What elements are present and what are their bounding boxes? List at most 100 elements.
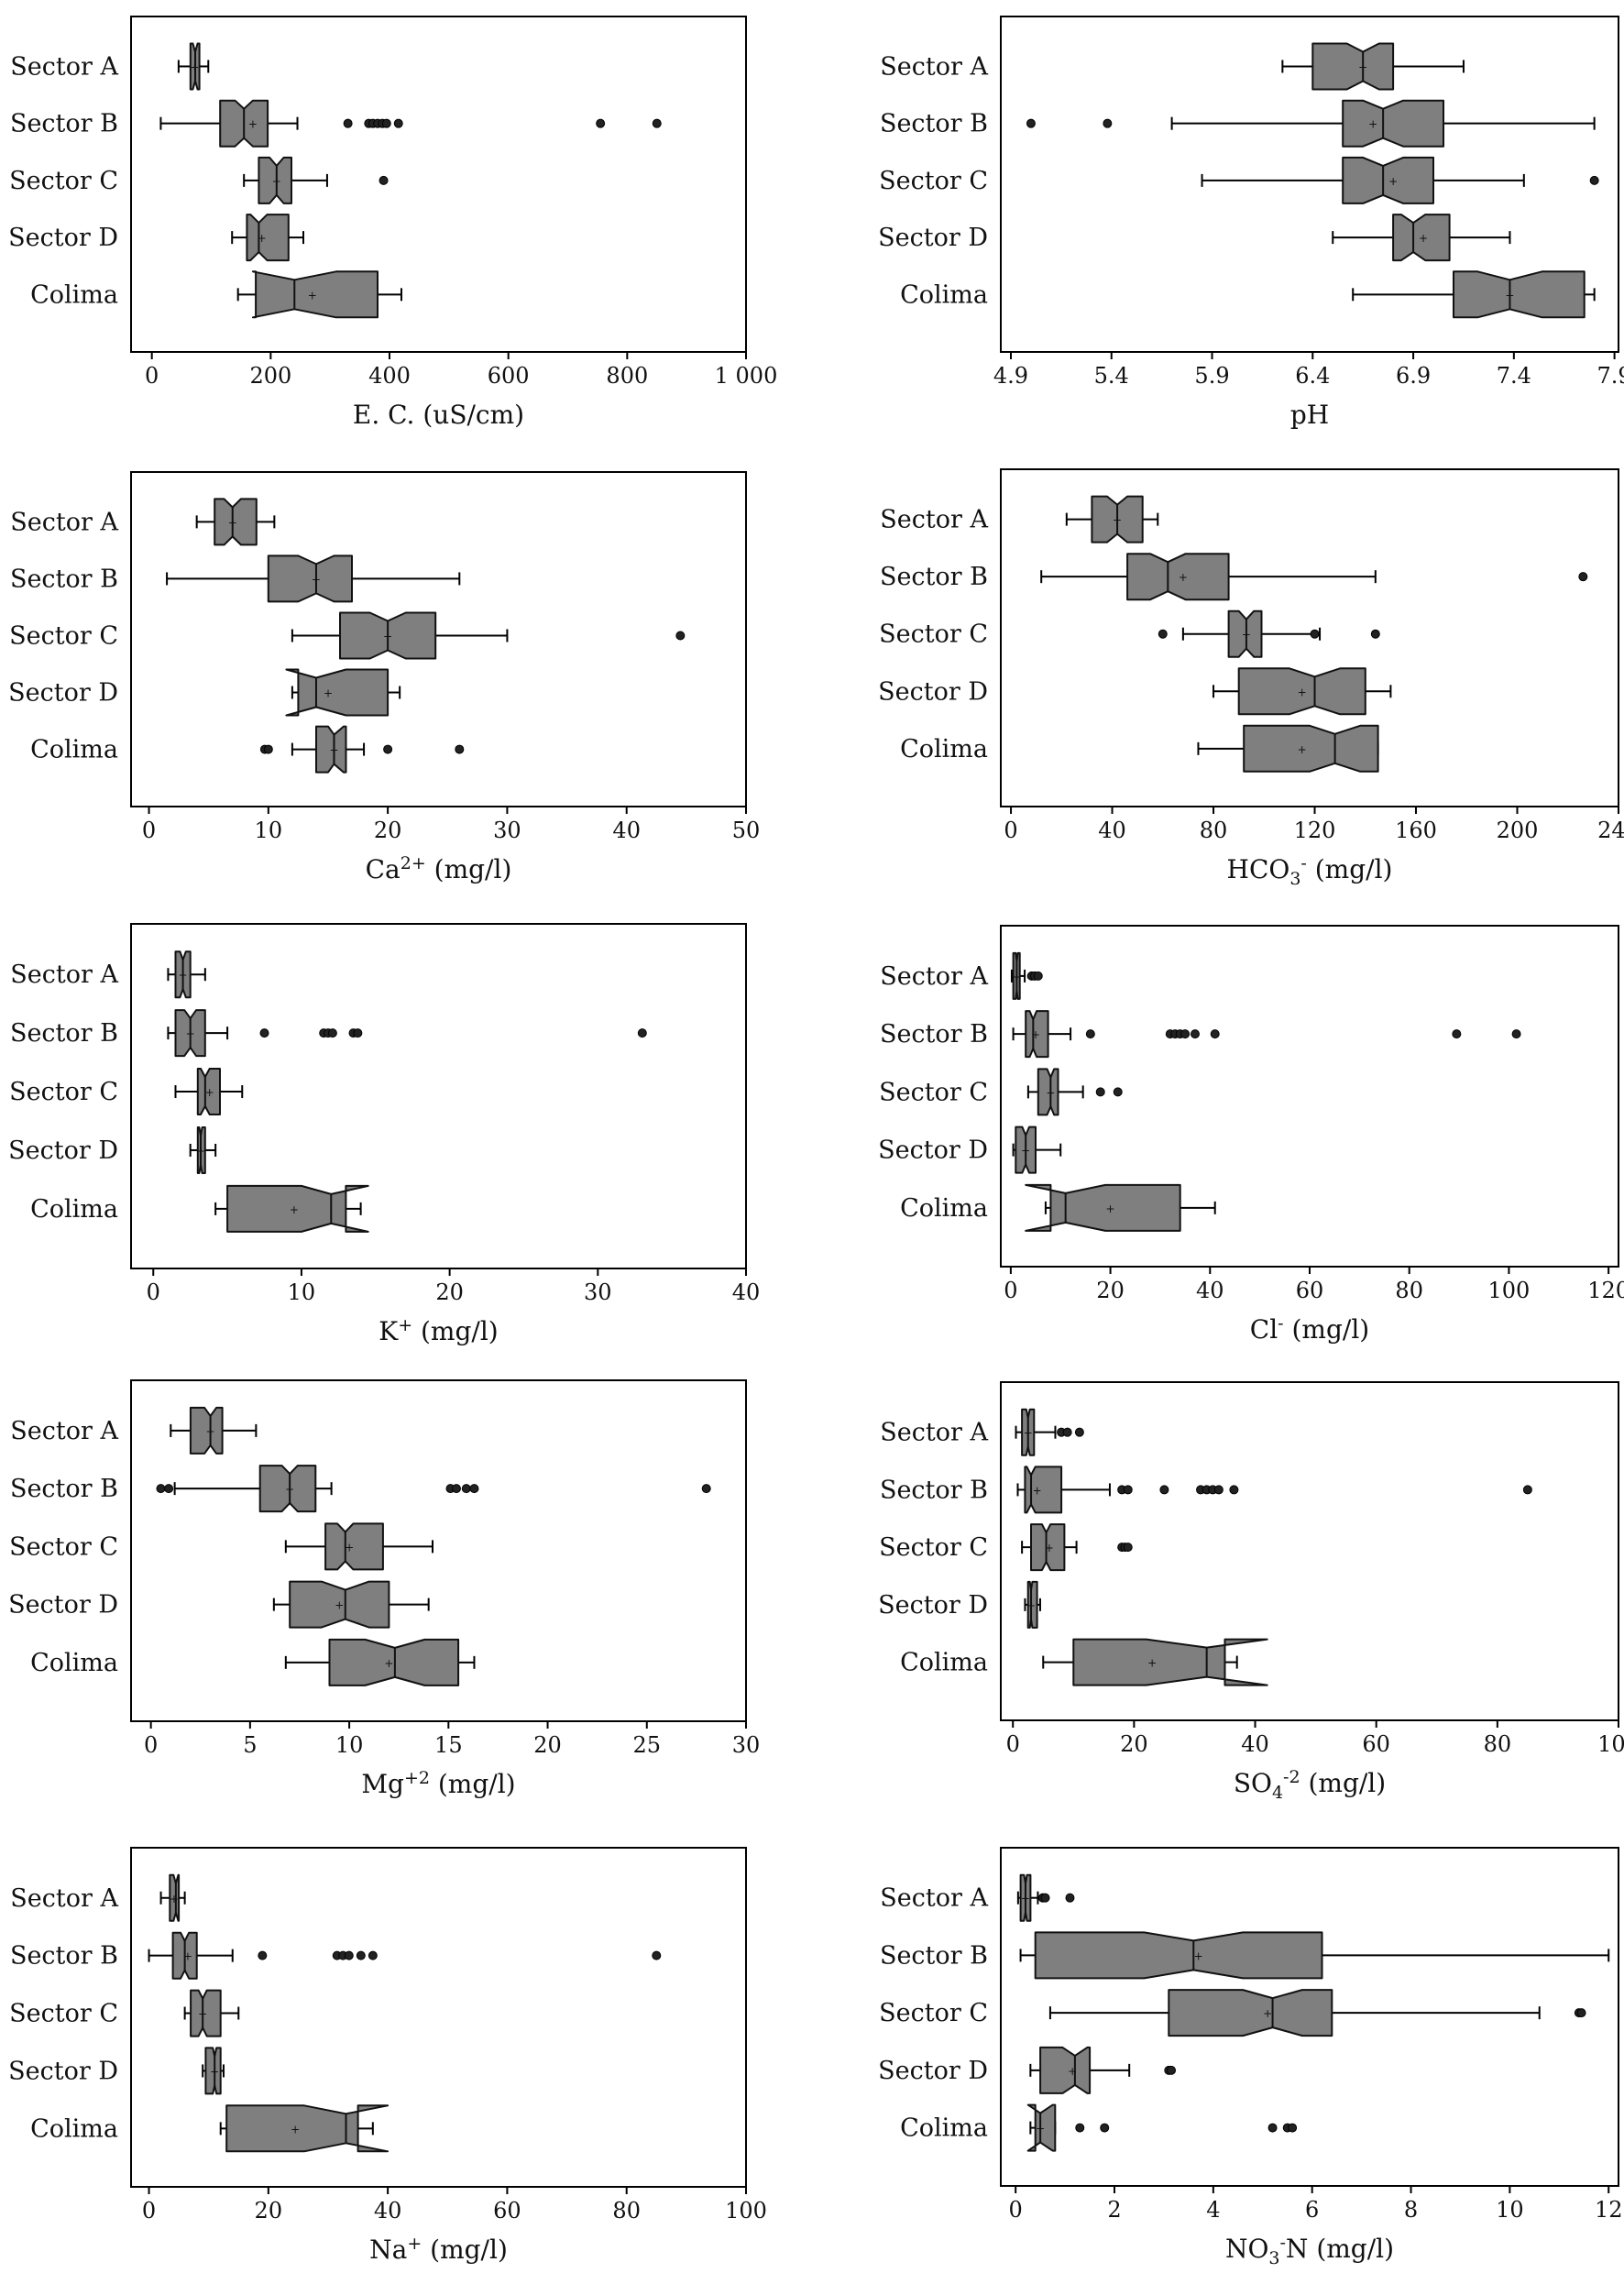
x-tick-label: 0 (145, 363, 159, 389)
outlier-point (596, 118, 606, 128)
category-label: Sector B (880, 110, 988, 138)
outlier-point (327, 1028, 337, 1038)
outlier-point (393, 118, 403, 128)
outlier-point (1085, 1029, 1095, 1039)
outlier-point (1190, 1029, 1200, 1039)
mean-marker: + (285, 1483, 294, 1496)
notched-box (190, 1989, 222, 2037)
mean-marker: + (290, 1203, 299, 1216)
x-tick-label: 600 (488, 363, 530, 389)
plot-frame (130, 471, 747, 807)
mean-marker: + (312, 573, 321, 586)
x-tick-label: 40 (732, 1279, 761, 1305)
notched-box (214, 498, 258, 546)
notched-box (267, 555, 353, 603)
mean-marker: + (1068, 2065, 1077, 2078)
x-tick-label: 40 (1196, 1278, 1224, 1303)
x-tick-label: 40 (612, 818, 641, 843)
plot-frame (130, 1379, 747, 1722)
outlier-point (1040, 1893, 1050, 1903)
x-tick-label: 8 (1404, 2197, 1418, 2223)
category-label: Sector A (10, 508, 118, 536)
plot-frame (1000, 1847, 1619, 2187)
mean-marker: + (1024, 1427, 1033, 1440)
x-axis-label: SO4-2 (mg/l) (1234, 1767, 1386, 1803)
x-tick-label: 1 000 (715, 363, 778, 389)
outlier-point (1522, 1485, 1532, 1495)
notched-box (1026, 2103, 1057, 2152)
x-tick-label: 100 (725, 2198, 767, 2224)
notched-box (1311, 42, 1395, 91)
category-label: Sector A (10, 1417, 118, 1445)
x-tick-label: 6 (1305, 2197, 1319, 2223)
x-tick-label: 5 (243, 1732, 257, 1758)
notched-box (285, 668, 390, 717)
x-tick-label: 10 (1496, 2197, 1524, 2223)
outlier-point (383, 744, 393, 754)
boxplot-panel: 0 200 400 600 800 1 000 E. C. (uS/cm) Sector A +… (8, 16, 777, 430)
notched-box (1126, 553, 1230, 601)
notched-box (1237, 667, 1366, 716)
x-tick-label: 7.9 (1597, 363, 1624, 389)
boxplot-panel: 0 20 40 60 80 100 120 Cl- (mg/l) Sector A + Sector… (878, 925, 1624, 1345)
outlier-point (1100, 2123, 1110, 2133)
mean-marker: + (345, 1541, 354, 1554)
notched-box (189, 1406, 224, 1455)
x-tick-label: 20 (435, 1279, 464, 1305)
mean-marker: + (1036, 2123, 1045, 2136)
category-label: Colima (900, 1649, 988, 1677)
boxplot-panel: 0 2 4 6 8 10 12 NO3-N (mg/l) Sector A + Sector B + S… (878, 1847, 1622, 2268)
category-label: Sector D (8, 224, 118, 252)
category-label: Sector A (880, 1884, 988, 1913)
notched-box (196, 1068, 221, 1115)
mean-marker: + (1368, 118, 1377, 131)
category-label: Sector D (878, 1591, 988, 1620)
outlier-point (1589, 175, 1599, 185)
x-tick-label: 10 (335, 1732, 364, 1758)
outlier-point (1310, 629, 1320, 639)
mean-marker: + (272, 175, 281, 188)
outlier-point (356, 1950, 366, 1960)
x-axis-label: Mg+2 (mg/l) (361, 1768, 515, 1799)
notched-box (251, 270, 379, 319)
outlier-point (381, 118, 391, 128)
category-label: Sector D (878, 677, 988, 706)
mean-marker: + (228, 516, 237, 529)
outlier-point (263, 744, 273, 754)
outlier-point (156, 1484, 166, 1494)
x-tick-label: 100 (1488, 1278, 1531, 1303)
mean-marker: + (190, 60, 199, 73)
outlier-point (1065, 1893, 1075, 1903)
outlier-point (1167, 2065, 1177, 2075)
x-tick-label: 80 (1484, 1731, 1512, 1757)
outlier-point (1033, 971, 1043, 981)
boxplot-panel: 0 10 20 30 40 50 Ca2+ (mg/l) Sector A + Sector B +… (8, 471, 760, 884)
category-label: Sector C (9, 2000, 118, 2028)
outlier-point (1576, 2008, 1586, 2018)
outlier-point (1113, 1087, 1123, 1097)
mean-marker: + (1263, 2007, 1272, 2020)
outlier-point (1370, 629, 1380, 639)
outlier-point (1074, 1427, 1084, 1437)
mean-marker: + (383, 630, 392, 642)
x-tick-label: 80 (1395, 1278, 1423, 1303)
mean-marker: + (1012, 971, 1021, 983)
category-label: Colima (30, 1649, 118, 1677)
mean-marker: + (308, 289, 317, 302)
outlier-point (1103, 118, 1113, 128)
notched-box (1039, 2046, 1092, 2094)
mean-marker: + (210, 2065, 219, 2078)
x-tick-label: 10 (288, 1279, 316, 1305)
x-axis-label: Ca2+ (mg/l) (366, 853, 512, 884)
x-tick-label: 4.9 (993, 363, 1028, 389)
category-label: Sector B (880, 1020, 988, 1049)
x-axis-label: Cl- (mg/l) (1250, 1313, 1369, 1345)
x-axis-label: E. C. (uS/cm) (353, 400, 524, 430)
outlier-point (701, 1484, 711, 1494)
x-tick-label: 30 (732, 1732, 761, 1758)
x-tick-label: 0 (1004, 818, 1017, 843)
x-tick-label: 4 (1206, 2197, 1220, 2223)
x-tick-label: 400 (368, 363, 411, 389)
outlier-point (259, 1028, 269, 1038)
